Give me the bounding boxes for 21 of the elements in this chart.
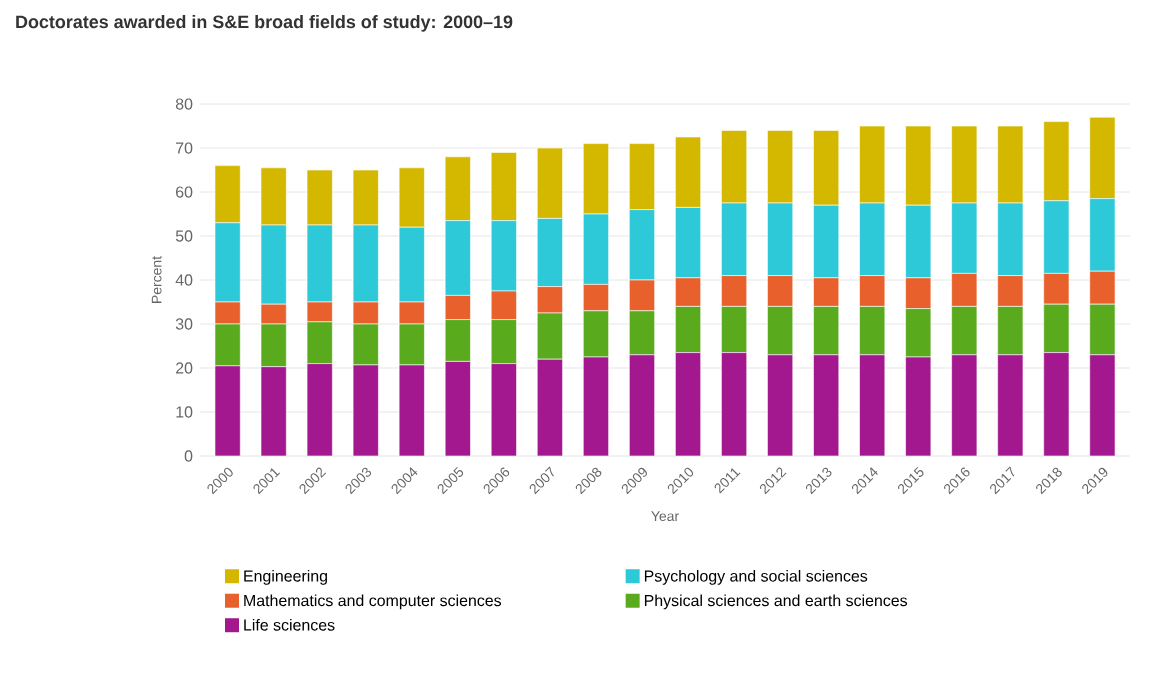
bar xyxy=(398,364,425,456)
chart-title: Doctorates awarded in S&E broad fields of study: 2000–19 xyxy=(16,15,513,32)
bar xyxy=(306,363,333,456)
bar xyxy=(859,354,886,456)
bar xyxy=(1089,354,1116,456)
bar xyxy=(214,365,241,456)
bar xyxy=(537,359,563,456)
bar xyxy=(260,366,287,456)
bar xyxy=(582,356,609,456)
bar xyxy=(813,354,840,456)
bar xyxy=(675,352,701,456)
bar xyxy=(767,354,794,456)
bar xyxy=(997,354,1024,456)
bar xyxy=(905,356,932,456)
bar xyxy=(352,364,379,456)
bar xyxy=(490,363,517,456)
bar xyxy=(721,352,748,456)
bar xyxy=(951,354,978,456)
bar xyxy=(444,361,471,456)
bar xyxy=(1043,352,1070,456)
bar xyxy=(629,354,655,456)
